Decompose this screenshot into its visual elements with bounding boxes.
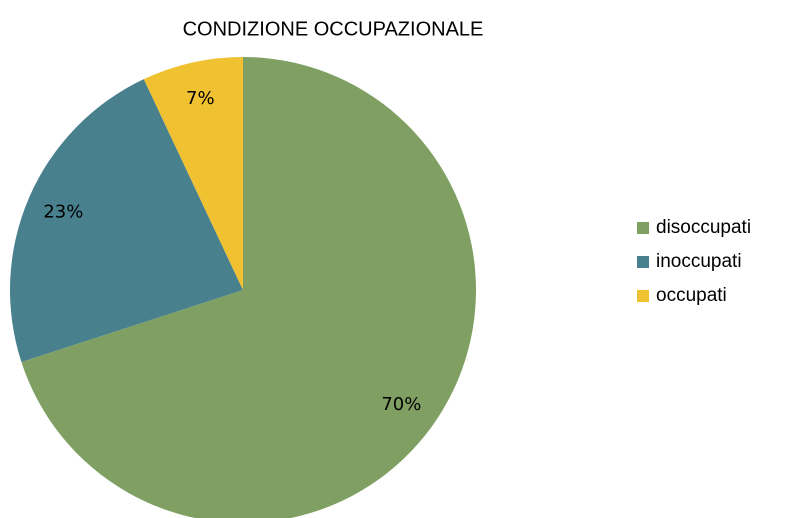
data-label: 23%: [43, 201, 83, 222]
pie-slice: [21, 57, 476, 518]
legend-label: occupati: [656, 285, 727, 306]
legend-swatch: [637, 290, 649, 302]
legend-label: inoccupati: [656, 251, 742, 272]
chart-title: CONDIZIONE OCCUPAZIONALE: [183, 18, 484, 40]
pie-slice: [143, 57, 243, 290]
pie-slice: [9, 79, 244, 363]
legend-swatch: [637, 222, 649, 234]
legend-swatch: [637, 256, 649, 268]
legend-label: disoccupati: [656, 217, 751, 238]
data-label: 7%: [186, 88, 215, 109]
data-label: 70%: [381, 394, 421, 415]
